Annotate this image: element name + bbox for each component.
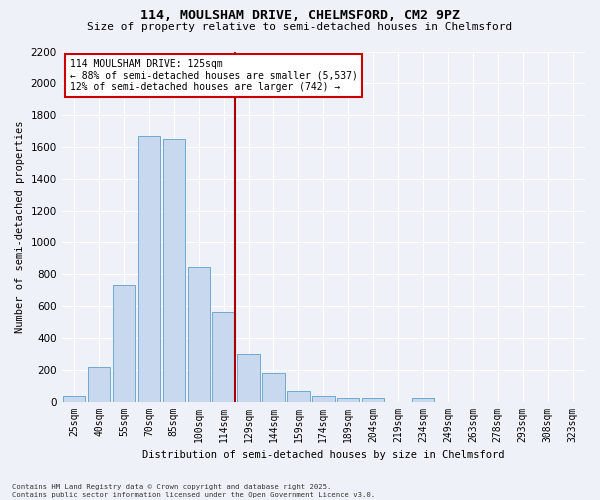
Bar bbox=[412, 398, 434, 402]
Bar bbox=[113, 286, 135, 402]
X-axis label: Distribution of semi-detached houses by size in Chelmsford: Distribution of semi-detached houses by … bbox=[142, 450, 505, 460]
Text: Contains HM Land Registry data © Crown copyright and database right 2025.
Contai: Contains HM Land Registry data © Crown c… bbox=[12, 484, 375, 498]
Bar bbox=[312, 396, 335, 402]
Bar bbox=[362, 398, 385, 402]
Y-axis label: Number of semi-detached properties: Number of semi-detached properties bbox=[15, 120, 25, 333]
Bar bbox=[137, 136, 160, 402]
Text: 114 MOULSHAM DRIVE: 125sqm
← 88% of semi-detached houses are smaller (5,537)
12%: 114 MOULSHAM DRIVE: 125sqm ← 88% of semi… bbox=[70, 58, 358, 92]
Bar bbox=[188, 267, 210, 402]
Bar bbox=[238, 354, 260, 402]
Bar bbox=[88, 366, 110, 402]
Bar bbox=[212, 312, 235, 402]
Bar bbox=[163, 139, 185, 402]
Bar bbox=[287, 391, 310, 402]
Bar bbox=[63, 396, 85, 402]
Text: 114, MOULSHAM DRIVE, CHELMSFORD, CM2 9PZ: 114, MOULSHAM DRIVE, CHELMSFORD, CM2 9PZ bbox=[140, 9, 460, 22]
Text: Size of property relative to semi-detached houses in Chelmsford: Size of property relative to semi-detach… bbox=[88, 22, 512, 32]
Bar bbox=[337, 398, 359, 402]
Bar bbox=[262, 373, 285, 402]
